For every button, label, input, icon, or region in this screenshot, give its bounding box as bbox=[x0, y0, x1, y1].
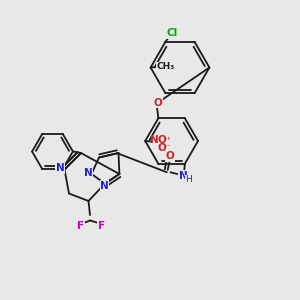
Text: H: H bbox=[185, 175, 192, 184]
Text: O: O bbox=[157, 142, 166, 153]
Text: O: O bbox=[153, 98, 162, 108]
Text: N: N bbox=[56, 163, 64, 173]
Text: ⁺: ⁺ bbox=[165, 136, 170, 145]
Text: N: N bbox=[179, 171, 188, 181]
Text: ⁻: ⁻ bbox=[165, 143, 170, 152]
Text: F: F bbox=[77, 221, 85, 231]
Text: N: N bbox=[100, 181, 109, 191]
Text: CH₃: CH₃ bbox=[157, 62, 175, 71]
Text: N: N bbox=[150, 135, 159, 145]
Text: O: O bbox=[165, 151, 174, 161]
Text: N: N bbox=[84, 168, 93, 178]
Text: F: F bbox=[98, 221, 105, 231]
Text: Cl: Cl bbox=[166, 28, 178, 38]
Text: O: O bbox=[157, 135, 166, 145]
